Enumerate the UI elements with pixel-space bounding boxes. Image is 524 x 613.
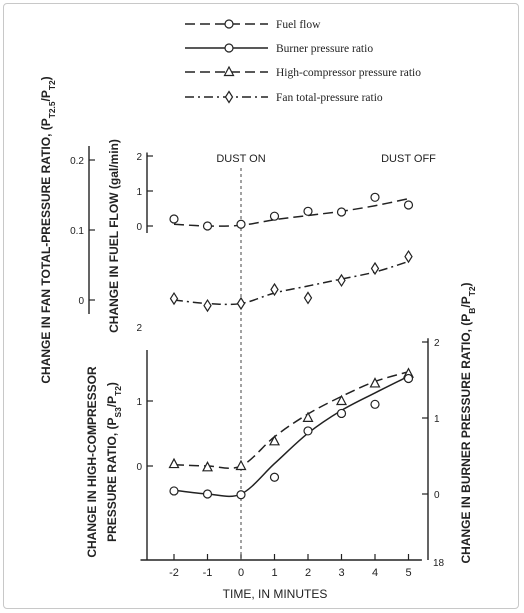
legend-entry: Fuel flow — [185, 19, 321, 31]
burner-extra-label: 18 — [433, 558, 445, 569]
legend-marker — [223, 65, 235, 77]
x-tick-label: -2 — [169, 567, 179, 579]
legend-marker — [224, 90, 234, 104]
data-point — [235, 459, 247, 471]
data-point — [370, 261, 380, 276]
burner-axis-label: CHANGE IN BURNER PRESSURE RATIO, (PB/PT2… — [459, 283, 477, 564]
fuel-axis-label: CHANGE IN FUEL FLOW (gal/min) — [107, 139, 121, 333]
data-point — [169, 291, 179, 306]
series-burner-pressure-ratio — [169, 373, 414, 500]
x-tick-label: 2 — [305, 567, 311, 579]
burner-tick-label: 2 — [434, 338, 440, 349]
data-point — [168, 457, 180, 469]
series-high-compressor-pressure-ratio — [168, 367, 414, 472]
fuel-extra-label: 2 — [136, 323, 142, 334]
legend-label: Burner pressure ratio — [276, 43, 373, 55]
high-compressor-tick-label: 1 — [136, 397, 142, 408]
legend-label: Fuel flow — [276, 19, 321, 31]
fan-axis-label: CHANGE IN FAN TOTAL-PRESSURE RATIO, (PT2… — [39, 76, 57, 383]
data-point — [303, 426, 313, 436]
legend-marker — [224, 43, 234, 53]
data-point — [236, 296, 246, 311]
x-tick-label: 4 — [372, 567, 378, 579]
data-point — [403, 200, 414, 210]
data-point — [269, 472, 280, 482]
x-tick-label: 5 — [405, 567, 411, 579]
data-point — [404, 249, 413, 264]
data-point — [337, 273, 346, 288]
high-compressor-tick-label: 0 — [136, 462, 142, 473]
legend-entry: Fan total-pressure ratio — [185, 90, 383, 104]
fuel-tick-label: 0 — [136, 222, 142, 233]
data-point — [270, 282, 279, 297]
data-point — [236, 490, 246, 500]
legend-entry: Burner pressure ratio — [185, 43, 373, 55]
data-point — [202, 489, 213, 499]
data-point — [403, 373, 414, 384]
data-point — [370, 192, 380, 202]
burner-tick-label: 1 — [434, 414, 440, 425]
data-point — [302, 411, 314, 422]
series-line — [173, 375, 409, 498]
data-point — [336, 207, 347, 217]
series-layer — [168, 192, 414, 500]
x-tick-label: 0 — [238, 567, 244, 579]
series-fuel-flow — [169, 192, 414, 231]
data-point — [336, 394, 347, 406]
data-point — [303, 206, 313, 216]
data-point — [203, 298, 212, 313]
axes: -2 -1 0 1 2 3 4 5 0 0.1 0.2 0 1 2 2 0 1 0 1 2 18 — [70, 146, 445, 579]
legend-label: Fan total-pressure ratio — [276, 92, 383, 104]
high-compressor-axis-label-line2: PRESSURE RATIO, (PS3/PT2) — [105, 382, 123, 542]
legend-entry: High-compressor pressure ratio — [185, 65, 421, 79]
annotation-label: DUST ON — [216, 153, 265, 165]
axis-labels: TIME, IN MINUTES DUST ON DUST OFF CHANGE IN… — [39, 76, 477, 601]
fuel-tick-label: 1 — [136, 187, 142, 198]
data-point — [369, 377, 381, 388]
x-tick-label: 1 — [271, 567, 277, 579]
fan-tick-label: 0 — [78, 296, 84, 307]
x-tick-label: -1 — [203, 567, 213, 579]
series-line — [173, 371, 409, 469]
data-point — [236, 219, 246, 229]
series-line — [173, 260, 409, 306]
legend: Fuel flow Burner pressure ratio High-compr… — [185, 19, 421, 104]
data-point — [269, 435, 280, 446]
burner-tick-label: 0 — [434, 490, 440, 501]
legend-marker — [224, 19, 234, 29]
data-point — [303, 291, 313, 305]
data-point — [202, 221, 213, 231]
data-point — [202, 461, 213, 472]
data-point — [169, 214, 179, 224]
data-point — [336, 408, 347, 419]
x-axis-label: TIME, IN MINUTES — [223, 587, 328, 601]
data-point — [269, 211, 280, 221]
data-point — [370, 399, 380, 409]
fan-tick-label: 0.1 — [70, 226, 84, 237]
series-fan-total-pressure-ratio — [169, 249, 413, 313]
data-point — [169, 486, 179, 496]
x-tick-label: 3 — [338, 567, 344, 579]
annotation-label: DUST OFF — [381, 153, 436, 165]
fan-tick-label: 0.2 — [70, 156, 84, 167]
fuel-tick-label: 2 — [136, 152, 142, 163]
high-compressor-axis-label-line1: CHANGE IN HIGH-COMPRESSOR — [85, 366, 99, 558]
legend-label: High-compressor pressure ratio — [276, 67, 421, 79]
